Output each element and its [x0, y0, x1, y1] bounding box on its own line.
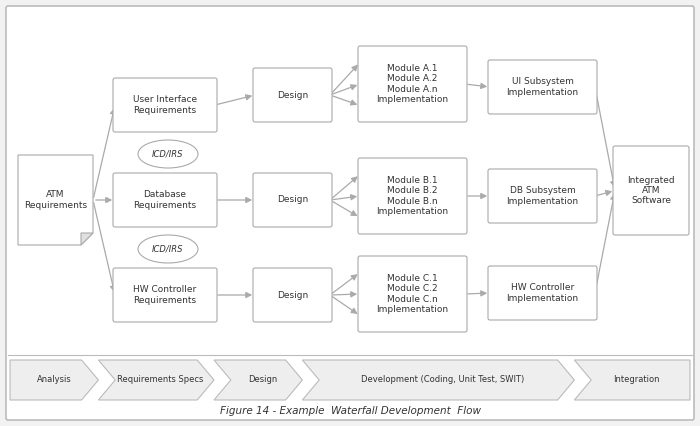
PathPatch shape [18, 155, 93, 245]
Text: Module C.1
Module C.2
Module C.n
Implementation: Module C.1 Module C.2 Module C.n Impleme… [377, 274, 449, 314]
Text: HW Controller
Implementation: HW Controller Implementation [506, 283, 579, 303]
PathPatch shape [214, 360, 302, 400]
FancyBboxPatch shape [113, 78, 217, 132]
Text: UI Subsystem
Implementation: UI Subsystem Implementation [506, 77, 579, 97]
FancyBboxPatch shape [488, 60, 597, 114]
FancyBboxPatch shape [253, 268, 332, 322]
Text: HW Controller
Requirements: HW Controller Requirements [134, 285, 197, 305]
PathPatch shape [81, 233, 93, 245]
FancyBboxPatch shape [6, 6, 694, 420]
Text: Analysis: Analysis [37, 375, 71, 385]
Text: Design: Design [277, 196, 308, 204]
FancyBboxPatch shape [488, 169, 597, 223]
FancyBboxPatch shape [488, 266, 597, 320]
Text: DB Subsystem
Implementation: DB Subsystem Implementation [506, 186, 579, 206]
Text: Figure 14 - Example  Waterfall Development  Flow: Figure 14 - Example Waterfall Developmen… [220, 406, 480, 416]
Text: Module A.1
Module A.2
Module A.n
Implementation: Module A.1 Module A.2 Module A.n Impleme… [377, 64, 449, 104]
Ellipse shape [138, 140, 198, 168]
Text: User Interface
Requirements: User Interface Requirements [133, 95, 197, 115]
Text: ATM
Requirements: ATM Requirements [24, 190, 87, 210]
Ellipse shape [138, 235, 198, 263]
Text: Design: Design [277, 291, 308, 299]
PathPatch shape [99, 360, 214, 400]
FancyBboxPatch shape [113, 173, 217, 227]
Text: Design: Design [277, 90, 308, 100]
Text: Requirements Specs: Requirements Specs [117, 375, 204, 385]
Text: Module B.1
Module B.2
Module B.n
Implementation: Module B.1 Module B.2 Module B.n Impleme… [377, 176, 449, 216]
FancyBboxPatch shape [613, 146, 689, 235]
FancyBboxPatch shape [253, 173, 332, 227]
Text: Development (Coding, Unit Test, SWIT): Development (Coding, Unit Test, SWIT) [361, 375, 524, 385]
PathPatch shape [575, 360, 690, 400]
Text: Design: Design [248, 375, 277, 385]
FancyBboxPatch shape [358, 256, 467, 332]
Text: Integrated
ATM
Software: Integrated ATM Software [627, 176, 675, 205]
Text: Database
Requirements: Database Requirements [134, 190, 197, 210]
Text: ICD/IRS: ICD/IRS [153, 150, 183, 158]
Text: Integration: Integration [613, 375, 659, 385]
FancyBboxPatch shape [358, 158, 467, 234]
FancyBboxPatch shape [358, 46, 467, 122]
FancyBboxPatch shape [113, 268, 217, 322]
FancyBboxPatch shape [253, 68, 332, 122]
PathPatch shape [302, 360, 575, 400]
Text: ICD/IRS: ICD/IRS [153, 245, 183, 253]
PathPatch shape [10, 360, 99, 400]
